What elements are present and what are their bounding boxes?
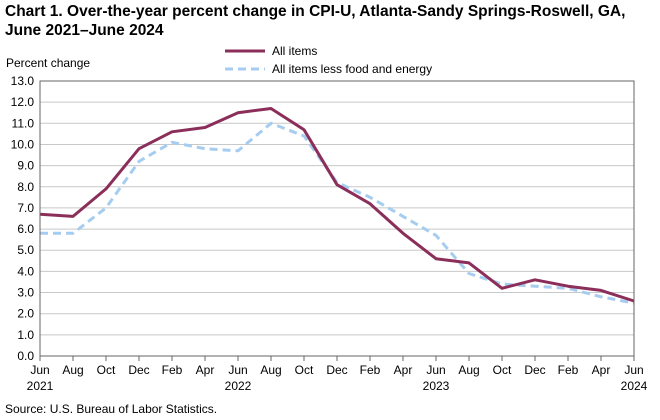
x-tick-label: Apr — [592, 363, 611, 377]
source-note: Source: U.S. Bureau of Labor Statistics. — [5, 402, 218, 416]
x-tick-label: Oct — [493, 363, 512, 377]
x-tick-label: Apr — [196, 363, 215, 377]
x-tick-label: Jun — [624, 363, 643, 377]
x-tick-label: Dec — [128, 363, 149, 377]
x-tick-label: Aug — [458, 363, 479, 377]
y-tick-label: 13.0 — [11, 74, 35, 88]
y-tick-label: 3.0 — [17, 286, 34, 300]
y-tick-label: 0.0 — [17, 349, 34, 363]
y-tick-label: 4.0 — [17, 264, 34, 278]
x-tick-label: Feb — [360, 363, 381, 377]
x-tick-label: Feb — [558, 363, 579, 377]
y-tick-label: 7.0 — [17, 201, 34, 215]
y-axis-label: Percent change — [6, 56, 90, 70]
x-tick-year-label: 2024 — [621, 379, 648, 393]
legend: All items All items less food and energy — [225, 44, 432, 76]
x-tick-label: Jun — [426, 363, 445, 377]
x-tick-year-label: 2023 — [423, 379, 450, 393]
x-tick-label: Oct — [295, 363, 314, 377]
y-tick-label: 9.0 — [17, 159, 34, 173]
chart-title: Chart 1. Over-the-year percent change in… — [5, 3, 626, 39]
gridlines — [40, 101, 634, 336]
y-tick-label: 1.0 — [17, 328, 34, 342]
x-tick-label: Aug — [62, 363, 83, 377]
x-tick-label: Dec — [524, 363, 545, 377]
series-lines — [39, 107, 635, 305]
y-tick-label: 6.0 — [17, 222, 34, 236]
x-tick-year-label: 2022 — [225, 379, 252, 393]
x-tick-label: Oct — [97, 363, 116, 377]
y-axis-ticks: 0.0 1.0 2.0 3.0 4.0 5.0 6.0 7.0 8.0 9.0 10.0 11.0 12… — [11, 74, 35, 363]
x-tick-year-label: 2021 — [27, 379, 54, 393]
y-tick-label: 12.0 — [11, 95, 35, 109]
x-axis-ticks: Jun Aug Oct Dec Feb Apr Jun Aug Oct Dec Feb Apr Jun A… — [27, 356, 648, 393]
y-tick-label: 8.0 — [17, 180, 34, 194]
x-tick-label: Dec — [326, 363, 347, 377]
plot-frame — [39, 80, 635, 357]
y-tick-label: 10.0 — [11, 137, 35, 151]
series-line-all-items — [39, 107, 635, 303]
series-line-all-items-less-food-and-energy — [40, 121, 635, 305]
x-tick-label: Jun — [228, 363, 247, 377]
x-tick-label: Aug — [260, 363, 281, 377]
x-tick-label: Jun — [30, 363, 49, 377]
legend-label: All items less food and energy — [272, 62, 432, 76]
y-tick-label: 5.0 — [17, 243, 34, 257]
x-tick-label: Apr — [394, 363, 413, 377]
y-tick-label: 11.0 — [12, 116, 35, 130]
x-tick-label: Feb — [162, 363, 183, 377]
y-tick-label: 2.0 — [17, 307, 34, 321]
legend-label: All items — [272, 44, 317, 58]
